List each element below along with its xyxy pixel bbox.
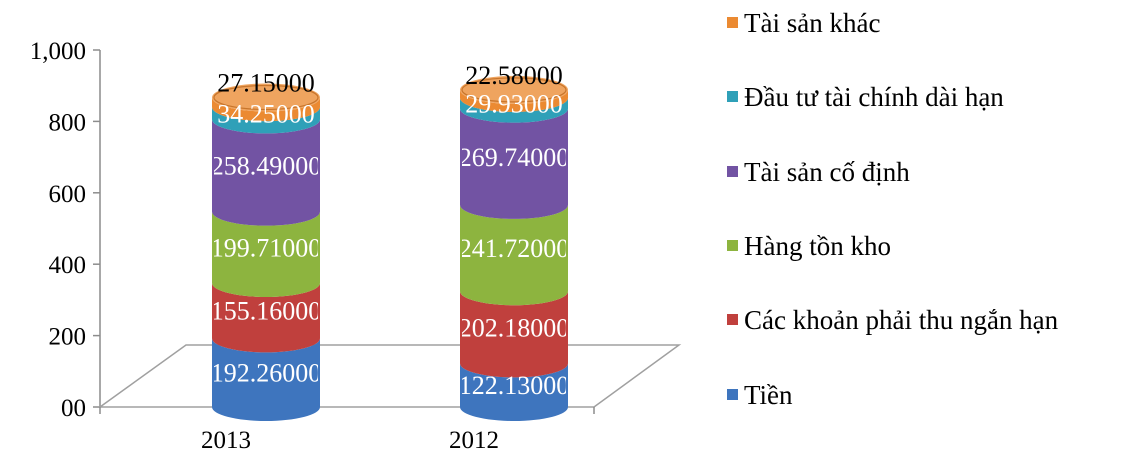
data-label: 192.26000 (211, 359, 322, 388)
legend-swatch (727, 91, 738, 102)
bar-segment (212, 107, 320, 134)
bar-segment (212, 211, 320, 297)
y-tick-label: 00 (61, 395, 86, 422)
legend-label: Đầu tư tài chính dài hạn (744, 82, 1004, 112)
legend-swatch (727, 240, 738, 251)
legend-item: Đầu tư tài chính dài hạn (727, 82, 1004, 112)
legend-swatch (727, 166, 738, 177)
bar-segment (460, 89, 568, 112)
cylinder-cap-rim (213, 84, 319, 111)
legend-label: Tiền (744, 380, 793, 410)
x-category-label: 2012 (449, 427, 499, 454)
data-label: 202.18000 (459, 313, 570, 342)
y-tick-label: 800 (49, 109, 87, 136)
x-category-label: 2013 (201, 427, 251, 454)
cylinder-top-cap (460, 75, 568, 104)
bar-segment (460, 363, 568, 421)
y-tick-label: 400 (49, 252, 87, 279)
bar-segment (460, 108, 568, 219)
cylinder-cap-rim (461, 77, 567, 103)
legend-swatch (727, 389, 738, 400)
data-labels-layer: 192.26000 155.16000 199.71000 258.49000 34.2… (211, 61, 570, 400)
legend-label: Tài sản cố định (744, 157, 910, 187)
data-label: 122.13000 (459, 371, 570, 400)
axis-layer: 00 200 400 600 800 1,000 2013 2012 (30, 38, 682, 454)
data-label: 258.49000 (211, 152, 322, 181)
data-label: 34.25000 (217, 99, 315, 128)
legend-item: Tài sản khác (727, 8, 880, 38)
bars-layer (212, 75, 568, 421)
legend-label: Các khoản phải thu ngắn hạn (744, 305, 1059, 335)
legend-label: Tài sản khác (744, 8, 880, 38)
data-label: 27.15000 (217, 68, 315, 97)
bar-segment (212, 338, 320, 421)
bar-segment (460, 291, 568, 378)
legend-item: Tài sản cố định (727, 157, 910, 187)
legend-swatch (727, 17, 738, 28)
data-label: 199.71000 (211, 233, 322, 262)
legend-item: Tiền (727, 380, 793, 410)
legend-item: Hàng tồn kho (727, 231, 891, 261)
floor-plane (97, 344, 682, 408)
data-label: 269.74000 (459, 143, 570, 172)
data-label: 155.16000 (211, 297, 322, 326)
bar-segment (212, 119, 320, 226)
y-tick-label: 600 (49, 181, 87, 208)
bar-segment (460, 97, 568, 123)
legend-swatch (727, 314, 738, 325)
data-label: 241.72000 (459, 234, 570, 263)
bar-segment (460, 204, 568, 306)
data-label: 29.93000 (465, 89, 563, 118)
y-tick-label: 1,000 (30, 38, 86, 65)
legend-label: Hàng tồn kho (744, 231, 891, 261)
cylinder-top-cap (212, 83, 320, 112)
y-tick-label: 200 (49, 324, 87, 351)
bar-segment (212, 282, 320, 353)
legend-item: Các khoản phải thu ngắn hạn (727, 305, 1059, 335)
legend: Tài sản khác Đầu tư tài chính dài hạn Tài … (727, 8, 1059, 410)
data-label: 22.58000 (465, 61, 563, 90)
bar-segment (212, 97, 320, 122)
